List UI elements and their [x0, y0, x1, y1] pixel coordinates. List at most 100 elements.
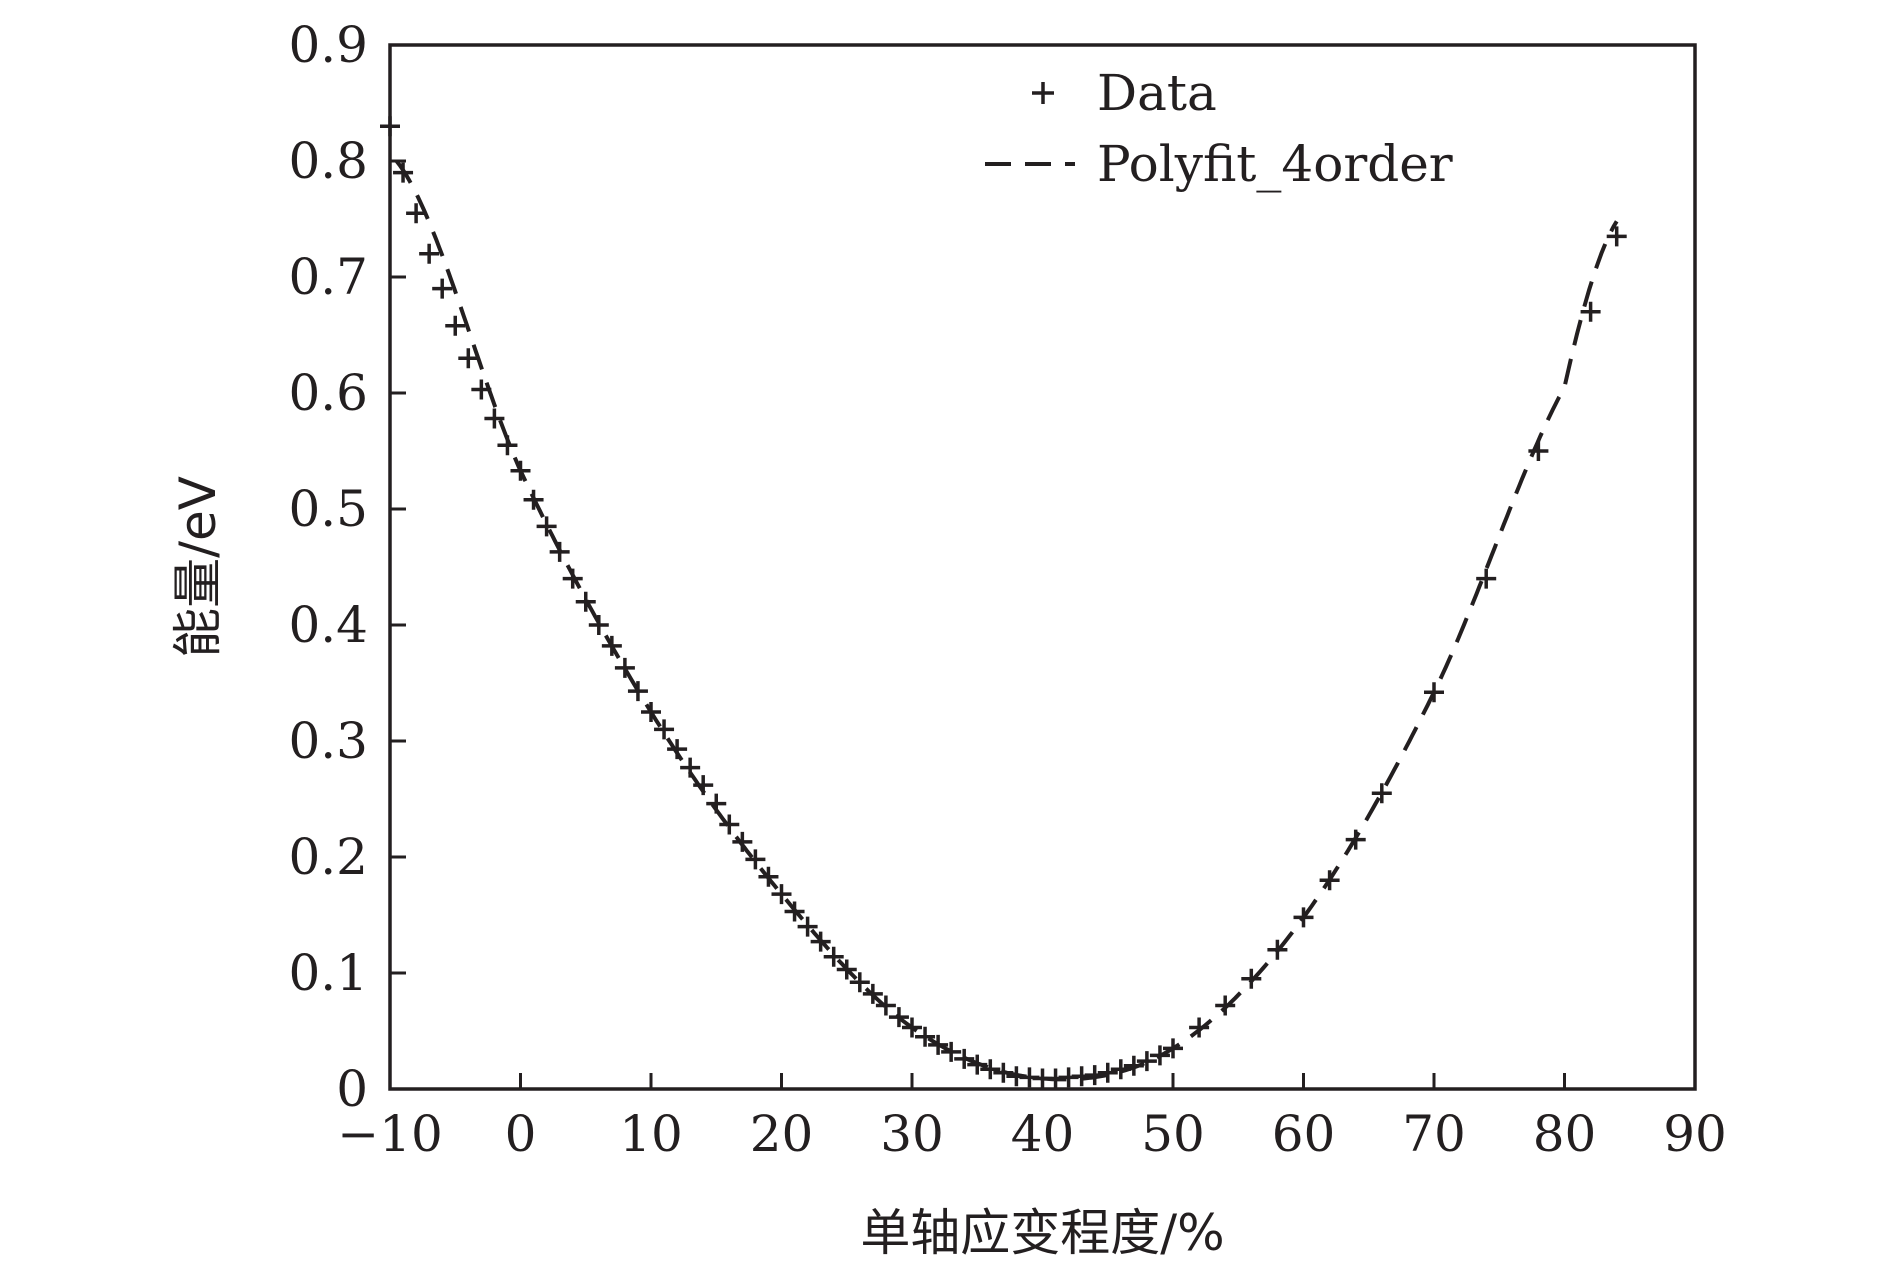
y-tick-label: 0.9: [288, 16, 368, 74]
y-axis-title: 能量/eV: [169, 476, 227, 658]
x-tick-label: 50: [1141, 1105, 1205, 1163]
y-tick-label: 0.5: [288, 480, 368, 538]
data-point: [419, 243, 440, 264]
data-point: [1084, 1065, 1105, 1086]
data-point: [680, 757, 701, 778]
data-point: [445, 315, 466, 336]
x-axis: −10 0 10 20 30 40 50 60 70 80 90: [337, 1073, 1727, 1163]
data-point: [928, 1034, 949, 1055]
legend-fit-label: Polyfit_4order: [1097, 135, 1453, 193]
data-point: [980, 1059, 1001, 1080]
x-tick-label: 70: [1402, 1105, 1466, 1163]
data-point: [693, 775, 714, 796]
data-point: [797, 916, 818, 937]
data-point: [1580, 301, 1601, 322]
data-point: [758, 866, 779, 887]
y-axis: 0 0.1 0.2 0.3 0.4 0.5 0.6 0.7 0.8 0.9: [288, 16, 406, 1118]
x-axis-title: 单轴应变程度/%: [860, 1204, 1224, 1262]
data-point: [406, 203, 427, 224]
data-point: [784, 901, 805, 922]
data-point: [536, 516, 557, 537]
data-point: [1110, 1059, 1131, 1080]
data-point: [654, 719, 675, 740]
data-point: [1293, 907, 1314, 928]
data-point: [575, 591, 596, 612]
data-point: [614, 657, 635, 678]
y-tick-label: 0.7: [288, 248, 368, 306]
data-point: [732, 831, 753, 852]
y-tick-label: 0.1: [288, 944, 368, 1002]
x-tick-label: 40: [1011, 1105, 1075, 1163]
data-point: [458, 348, 479, 369]
data-point: [719, 814, 740, 835]
data-point: [1149, 1045, 1170, 1066]
data-point: [706, 793, 727, 814]
x-tick-label: 30: [880, 1105, 944, 1163]
plot-frame: [388, 43, 1697, 1091]
data-point: [1215, 995, 1236, 1016]
data-point: [836, 959, 857, 980]
data-point: [393, 162, 414, 183]
fit-curve: [394, 159, 1619, 1082]
data-point: [993, 1062, 1014, 1083]
legend-item-fit: Polyfit_4order: [985, 135, 1453, 193]
data-point: [875, 995, 896, 1016]
data-point: [823, 946, 844, 967]
data-point: [588, 615, 609, 635]
data-point: [1371, 783, 1392, 804]
data-point: [1123, 1055, 1144, 1076]
legend-item-data: Data: [1032, 64, 1217, 122]
data-point: [1345, 829, 1366, 850]
data-point: [510, 460, 531, 481]
data-point: [484, 408, 505, 429]
data-point: [862, 983, 883, 1004]
data-point: [601, 635, 622, 656]
data-point: [549, 541, 570, 562]
x-tick-label: 0: [505, 1105, 537, 1163]
data-point: [1424, 682, 1444, 703]
data-point: [941, 1041, 962, 1062]
data-points-layer: [380, 116, 1627, 1089]
legend-data-label: Data: [1097, 64, 1217, 122]
data-point: [1319, 870, 1340, 891]
data-point: [849, 972, 870, 993]
data-point: [641, 702, 661, 722]
data-point: [1097, 1062, 1118, 1083]
data-point: [1528, 441, 1549, 461]
data-point: [432, 278, 453, 299]
x-tick-label: 60: [1272, 1105, 1336, 1163]
data-point: [1267, 939, 1288, 960]
data-point: [745, 849, 766, 870]
data-point: [967, 1054, 988, 1075]
y-tick-label: 0: [336, 1060, 368, 1118]
y-tick-label: 0.8: [288, 132, 368, 190]
y-tick-label: 0.2: [288, 828, 368, 886]
x-tick-label: 20: [750, 1105, 814, 1163]
data-point: [954, 1048, 975, 1069]
data-point: [497, 435, 518, 456]
legend: Data Polyfit_4order: [985, 64, 1453, 193]
data-point: [888, 1007, 909, 1028]
y-tick-label: 0.3: [288, 712, 368, 770]
data-point: [1163, 1038, 1183, 1059]
data-point: [471, 379, 492, 400]
data-point: [915, 1026, 936, 1047]
x-tick-label: 90: [1663, 1105, 1727, 1163]
data-point: [1189, 1017, 1210, 1038]
data-point: [902, 1017, 922, 1038]
fit-curve-layer: [394, 159, 1619, 1082]
data-point: [810, 931, 831, 952]
x-tick-label: −10: [337, 1105, 443, 1163]
data-point: [523, 489, 544, 510]
legend-data-marker: [1032, 82, 1054, 104]
data-point: [1136, 1051, 1157, 1072]
data-point: [1241, 968, 1262, 989]
x-tick-label: 10: [619, 1105, 683, 1163]
y-tick-label: 0.6: [288, 364, 368, 422]
data-point: [627, 681, 648, 702]
data-point: [667, 739, 688, 760]
x-tick-label: 80: [1533, 1105, 1597, 1163]
y-tick-label: 0.4: [288, 596, 368, 654]
data-point: [1606, 226, 1627, 247]
